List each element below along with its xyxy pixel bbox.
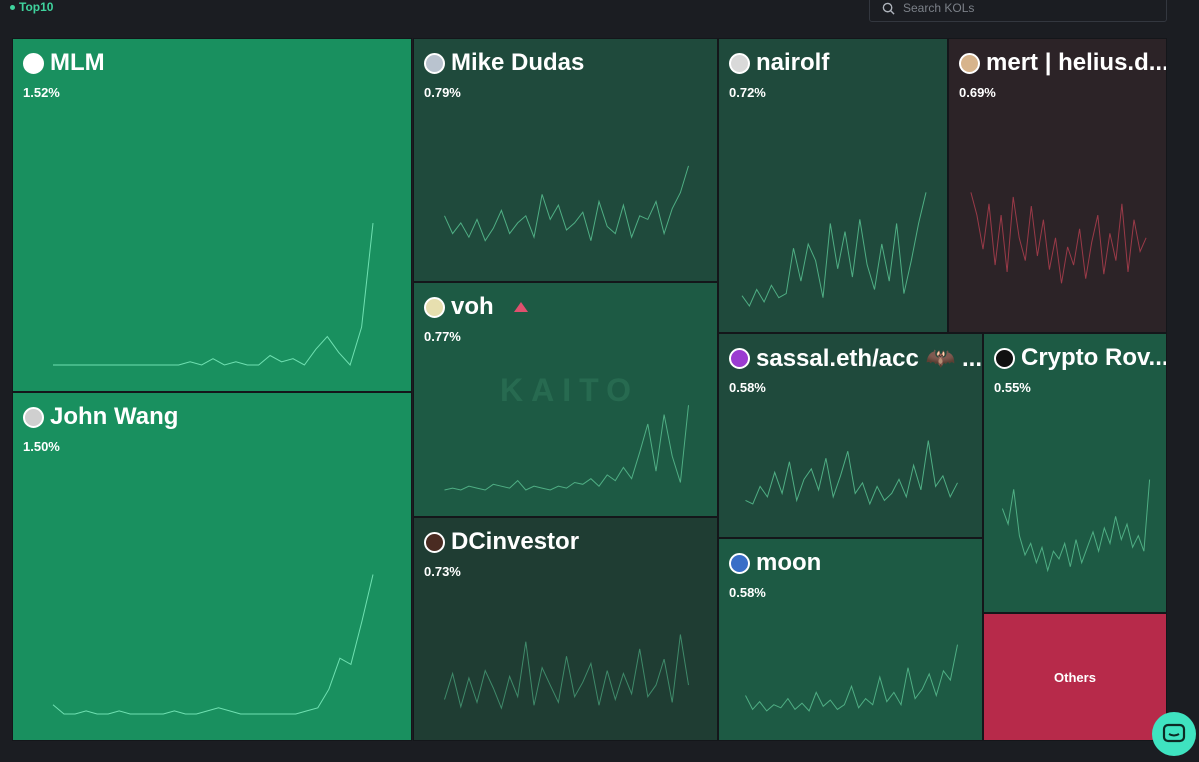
kol-name-text: sassal.eth/acc 🦇 ... [756,345,983,372]
avatar [23,406,44,428]
avatar [729,348,750,369]
kol-name-text: nairolf [756,49,830,76]
tile-nairolf[interactable]: nairolf 0.72% [718,38,948,333]
rank-up-triangle-icon [513,302,528,312]
trend-sparkline [444,634,689,710]
mindshare-percent: 0.79% [424,85,461,100]
kol-name: DCinvestor [424,528,579,556]
kol-name-text: voh [451,293,494,320]
kol-name-text: MLM [50,49,105,76]
trend-line [970,192,1147,284]
kol-name: MLM [23,49,105,77]
trend-sparkline [1001,479,1151,573]
tile-mike-dudas[interactable]: Mike Dudas 0.79% [413,38,718,282]
trend-line [745,440,958,506]
others-label: Others [1054,669,1096,685]
trend-line [444,405,689,491]
trend-sparkline [53,223,374,366]
active-dot-icon [10,4,15,10]
mindshare-percent: 0.58% [729,380,766,395]
kol-name-text: Crypto Rov... [1021,344,1167,371]
search-icon [882,2,895,15]
avatar [424,52,445,74]
kol-name-text: Mike Dudas [451,49,585,76]
kol-name: sassal.eth/acc 🦇 ... [729,344,982,373]
mindshare-percent: 0.72% [729,85,766,100]
kol-name-text: moon [756,549,822,576]
kol-name: mert | helius.d... [959,49,1167,77]
mindshare-percent: 0.58% [729,585,766,600]
kol-name-text: mert | helius.d... [986,49,1167,76]
tile-others[interactable]: Others [983,613,1167,741]
trend-sparkline [444,165,689,242]
avatar [424,531,445,553]
avatar [424,296,445,318]
trend-line [444,634,689,710]
trend-line [745,644,958,712]
kol-name: Crypto Rov... [994,344,1167,372]
chat-icon [1162,723,1186,743]
mindshare-percent: 1.52% [23,85,60,100]
kol-name: Mike Dudas [424,49,584,77]
trend-sparkline [970,192,1147,284]
top-bar: Top10 [0,0,1199,38]
mindshare-percent: 0.69% [959,85,996,100]
top10-filter-label: Top10 [19,0,54,14]
trend-line [741,192,927,308]
kol-name: voh [424,293,528,321]
mindshare-percent: 1.50% [23,439,60,454]
avatar [729,52,750,74]
trend-sparkline [444,405,689,491]
tile-sassal[interactable]: sassal.eth/acc 🦇 ... 0.58% [718,333,983,538]
avatar [23,52,44,74]
kol-name: John Wang [23,403,178,431]
avatar [729,552,750,574]
search-input[interactable] [901,0,1145,16]
trend-line [444,165,689,242]
trend-line [1001,479,1151,573]
trend-sparkline [745,440,958,506]
tile-voh[interactable]: voh 0.77% [413,282,718,517]
tile-dcinvestor[interactable]: DCinvestor 0.73% [413,517,718,741]
tile-mlm[interactable]: MLM 1.52% [12,38,412,392]
trend-sparkline [741,192,927,308]
avatar [994,347,1015,369]
trend-line [53,223,374,366]
tile-mert-helius[interactable]: mert | helius.d... 0.69% [948,38,1167,333]
trend-sparkline [52,574,374,715]
chat-button[interactable] [1152,712,1196,756]
kol-name: nairolf [729,49,829,77]
tile-crypto-rover[interactable]: Crypto Rov... 0.55% [983,333,1167,613]
mindshare-percent: 0.77% [424,329,461,344]
kol-name: moon [729,549,821,577]
mindshare-percent: 0.73% [424,564,461,579]
kol-name-text: John Wang [50,403,179,430]
tile-moon[interactable]: moon 0.58% [718,538,983,741]
kaito-watermark: KAITO [500,372,639,408]
mindshare-percent: 0.55% [994,380,1031,395]
search-box[interactable] [869,0,1167,22]
avatar [959,52,980,74]
top10-filter[interactable]: Top10 [10,0,53,14]
trend-line [52,574,374,715]
kol-name-text: DCinvestor [451,528,580,555]
trend-sparkline [745,644,958,712]
tile-john-wang[interactable]: John Wang 1.50% [12,392,412,741]
